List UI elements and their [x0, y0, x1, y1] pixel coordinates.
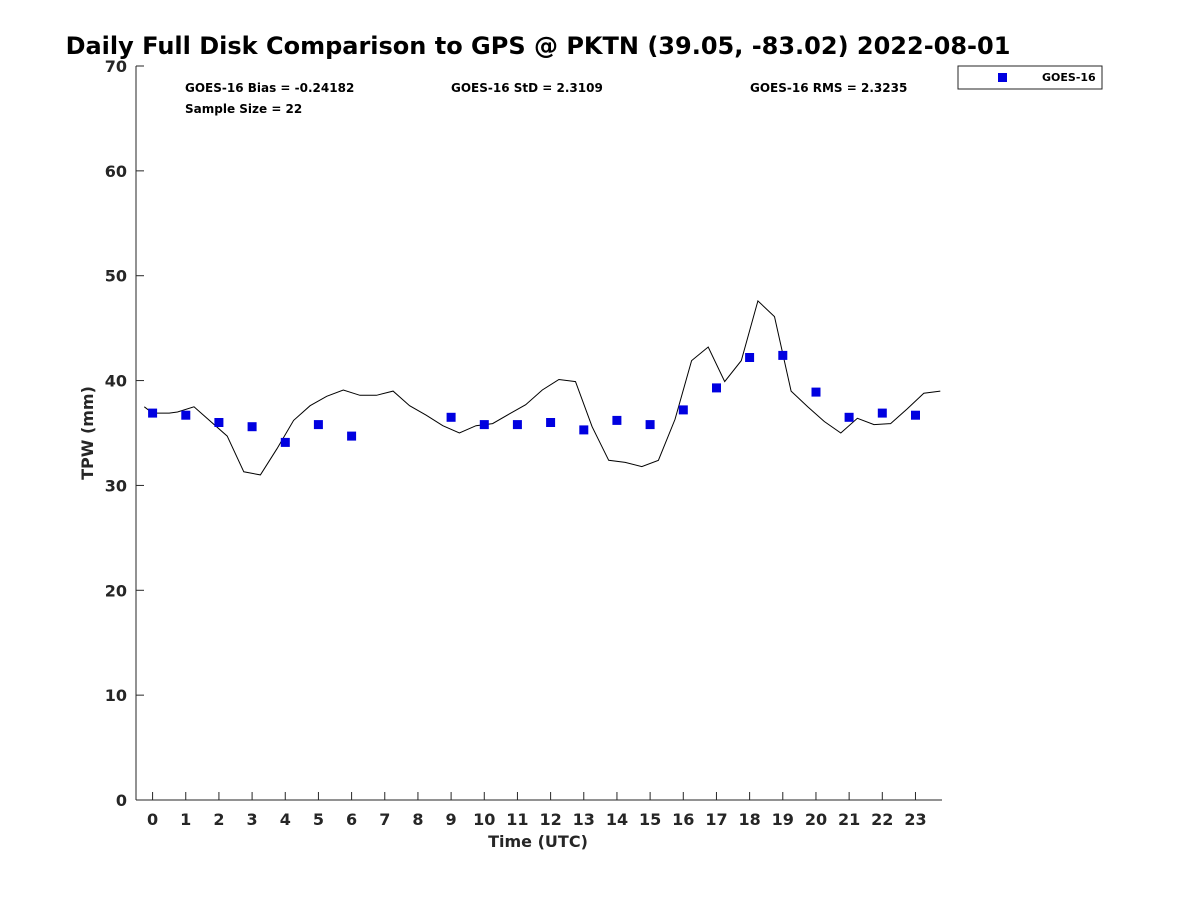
- sample-size-stat: Sample Size = 22: [185, 102, 302, 116]
- legend-box: [957, 65, 1103, 90]
- x-tick-label: 15: [639, 810, 661, 829]
- x-axis-label: Time (UTC): [488, 832, 588, 851]
- x-tick-label: 9: [446, 810, 457, 829]
- x-tick-label: 23: [904, 810, 926, 829]
- chart-title: Daily Full Disk Comparison to GPS @ PKTN…: [66, 32, 1011, 60]
- goes16-data-point: [745, 353, 755, 362]
- x-tick-label: 12: [539, 810, 561, 829]
- goes16-data-point: [181, 410, 191, 420]
- x-tick-label: 7: [379, 810, 390, 829]
- goes16-data-point: [877, 408, 887, 418]
- x-tick-label: 11: [506, 810, 528, 829]
- y-tick-label: 70: [105, 57, 127, 76]
- x-tick-label: 8: [412, 810, 423, 829]
- goes16-data-point: [844, 412, 854, 422]
- x-tick-label: 17: [705, 810, 727, 829]
- x-tick-label: 13: [573, 810, 595, 829]
- y-tick-label: 60: [105, 162, 127, 181]
- x-tick-label: 18: [738, 810, 760, 829]
- goes16-data-point: [645, 420, 655, 430]
- x-tick-label: 2: [213, 810, 224, 829]
- goes16-data-point: [479, 420, 489, 430]
- x-tick-label: 16: [672, 810, 694, 829]
- goes16-data-point: [546, 418, 556, 427]
- y-tick-label: 40: [105, 372, 127, 391]
- goes16-data-point: [512, 420, 522, 430]
- x-tick-label: 4: [280, 810, 291, 829]
- goes16-data-point: [313, 420, 323, 430]
- goes16-data-point: [214, 418, 224, 427]
- y-tick-label: 10: [105, 686, 127, 705]
- x-tick-label: 1: [180, 810, 191, 829]
- x-tick-label: 19: [772, 810, 794, 829]
- x-tick-label: 22: [871, 810, 893, 829]
- gps-tpw-line: [143, 299, 941, 476]
- goes16-data-point: [712, 383, 721, 393]
- x-tick-label: 10: [473, 810, 495, 829]
- goes16-data-point: [446, 412, 456, 422]
- legend: GOES-16: [957, 65, 1103, 90]
- goes16-data-point: [347, 431, 357, 441]
- goes16-data-point: [911, 410, 920, 420]
- x-tick-label: 3: [247, 810, 258, 829]
- rms-stat: GOES-16 RMS = 2.3235: [750, 81, 907, 95]
- x-tick-label: 21: [838, 810, 860, 829]
- y-tick-label: 20: [105, 581, 127, 600]
- goes16-data-point: [678, 405, 688, 415]
- x-tick-label: 6: [346, 810, 357, 829]
- x-tick-label: 14: [606, 810, 628, 829]
- y-tick-label: 50: [105, 267, 127, 286]
- bias-stat: GOES-16 Bias = -0.24182: [185, 81, 354, 95]
- goes16-data-point: [579, 425, 589, 435]
- legend-marker-goes16: [998, 73, 1007, 82]
- goes16-data-point: [247, 422, 257, 432]
- goes16-data-point: [148, 408, 158, 418]
- x-tick-label: 20: [805, 810, 827, 829]
- goes16-data-point: [778, 350, 788, 360]
- y-tick-label: 0: [116, 791, 127, 810]
- std-stat: GOES-16 StD = 2.3109: [451, 81, 603, 95]
- x-tick-label: 0: [147, 810, 158, 829]
- goes16-data-point: [811, 387, 821, 397]
- goes16-data-point: [612, 415, 622, 425]
- legend-label-goes16: GOES-16: [1042, 71, 1096, 84]
- y-axis-label: TPW (mm): [78, 386, 97, 480]
- goes16-data-point: [280, 437, 290, 447]
- x-tick-label: 5: [313, 810, 324, 829]
- y-tick-label: 30: [105, 476, 127, 495]
